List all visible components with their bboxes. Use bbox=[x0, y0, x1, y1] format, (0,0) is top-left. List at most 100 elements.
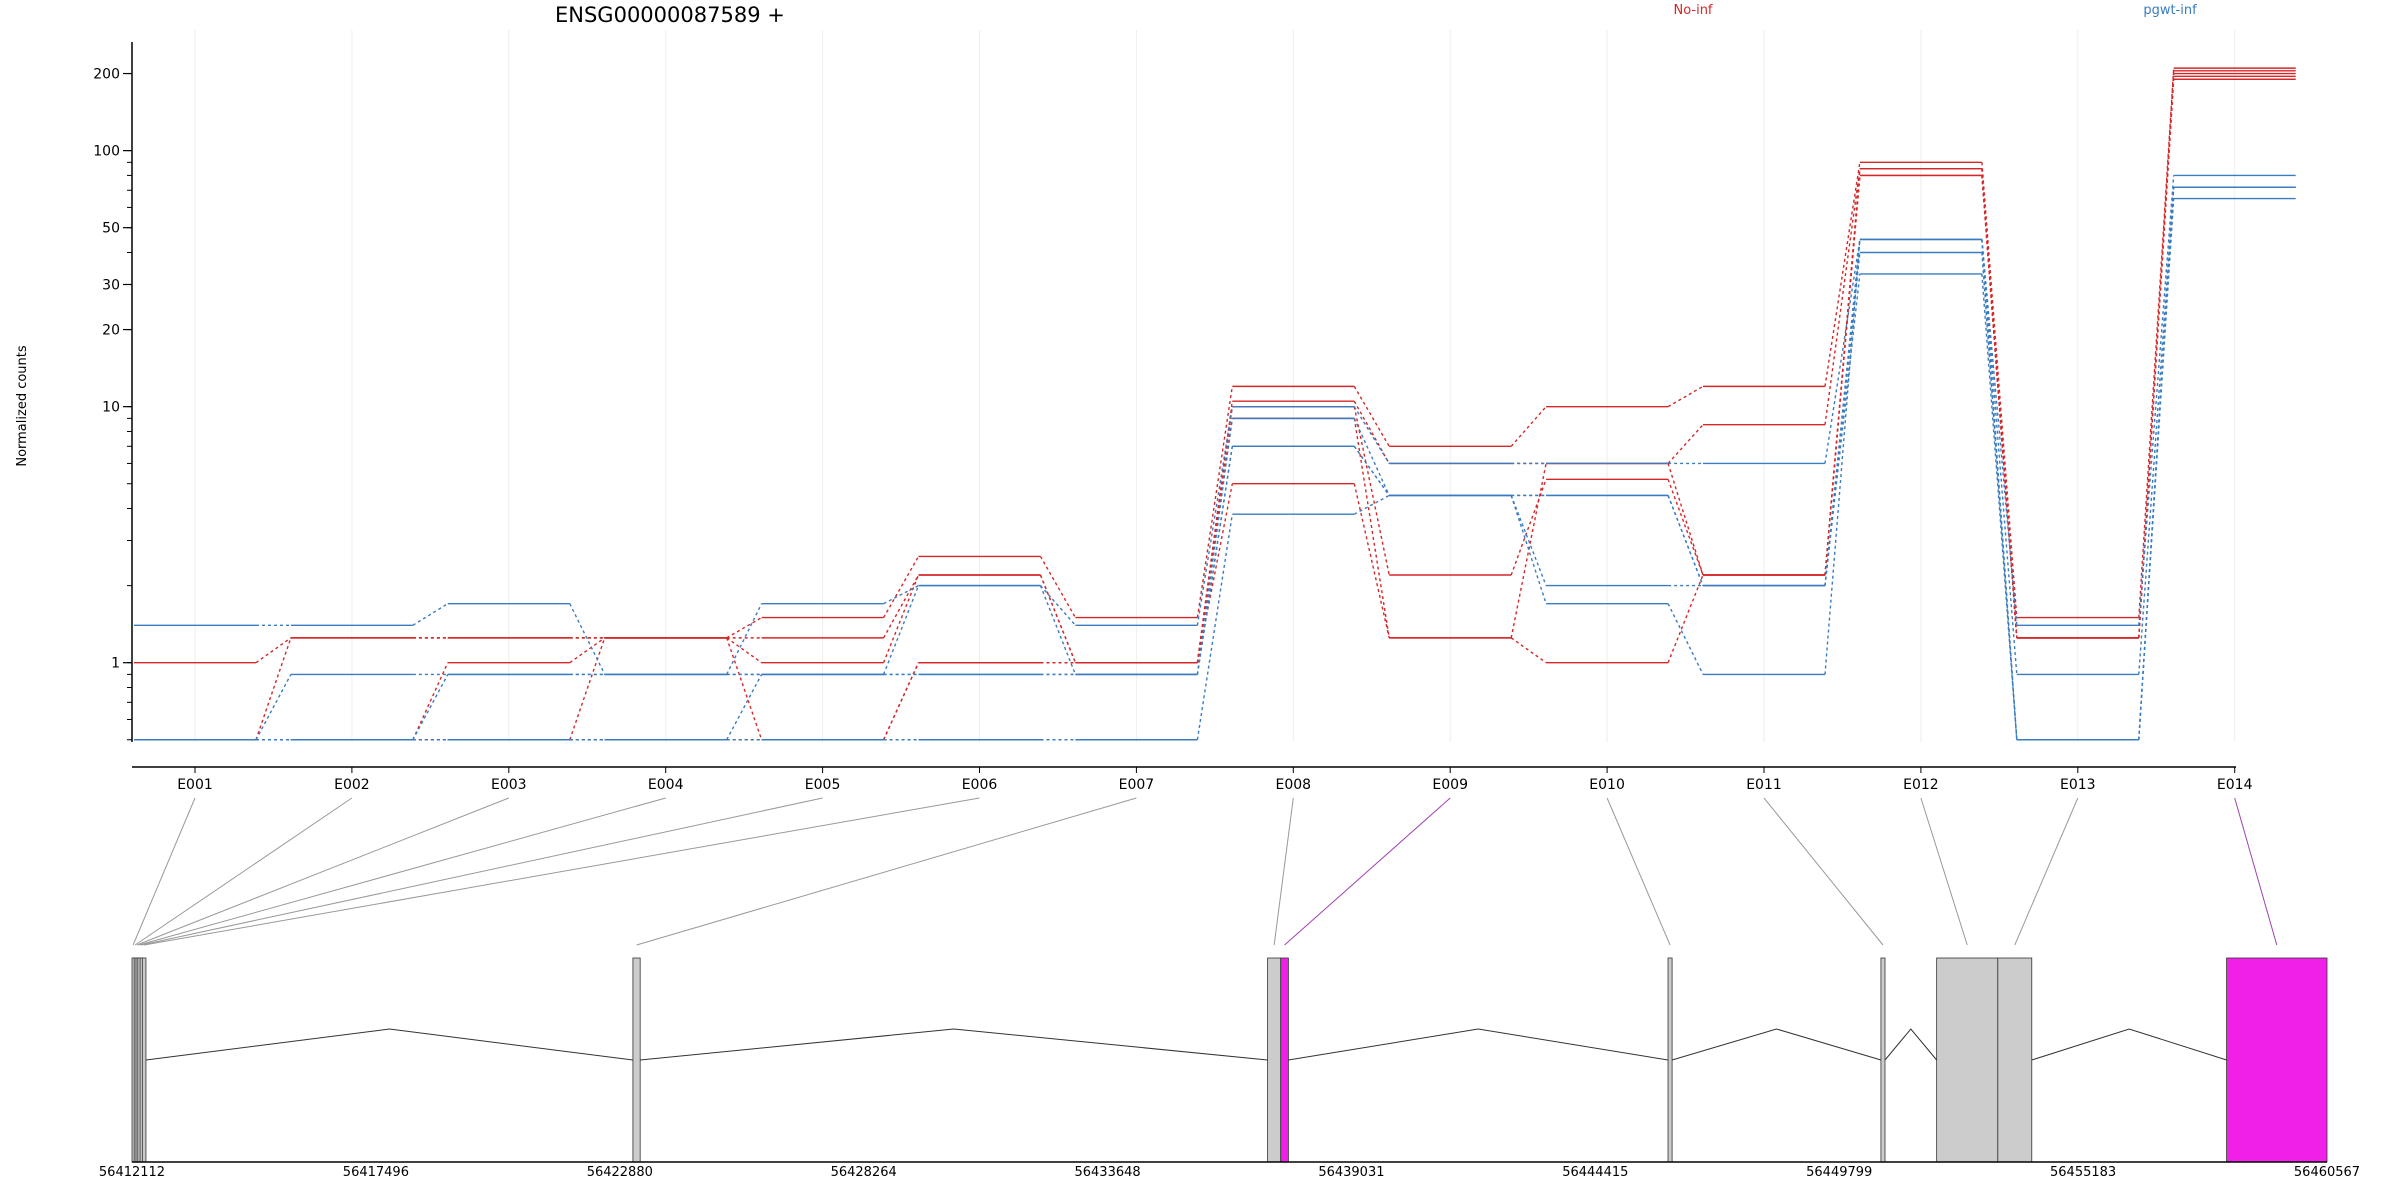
connector-e009 bbox=[1510, 479, 1547, 576]
connector-e004 bbox=[726, 603, 763, 675]
connector-e006 bbox=[1039, 574, 1077, 663]
exon-e014 bbox=[2226, 957, 2328, 1163]
exon-e010 bbox=[1667, 957, 1673, 1163]
x-tick-label-e004: E004 bbox=[648, 777, 684, 793]
exon-e009 bbox=[1280, 957, 1289, 1163]
coordinate-tick-label-7: 56449799 bbox=[1806, 1165, 1872, 1180]
exon-link-e006 bbox=[144, 797, 980, 946]
y-tick-label-100: 100 bbox=[93, 144, 120, 160]
exon-link-e001 bbox=[132, 797, 196, 946]
x-tick-label-e009: E009 bbox=[1432, 777, 1468, 793]
x-tick-label-e014: E014 bbox=[2217, 777, 2253, 793]
coordinate-tick-label-0: 56412112 bbox=[99, 1165, 165, 1180]
connector-e005 bbox=[883, 584, 919, 605]
connector-e013 bbox=[2138, 68, 2175, 618]
connector-e011 bbox=[1824, 239, 1861, 464]
y-tick-label-20: 20 bbox=[102, 323, 120, 339]
y-tick-label-30: 30 bbox=[102, 277, 120, 293]
y-axis: 1 10 20 30 50 100 200 bbox=[93, 42, 133, 742]
connector-e001 bbox=[255, 674, 292, 741]
connector-e003 bbox=[569, 637, 606, 664]
series-pgwt-inf-8 bbox=[134, 186, 2296, 741]
coordinate-tick-label-4: 56433648 bbox=[1074, 1165, 1140, 1180]
connector-e010 bbox=[1667, 424, 1704, 464]
connector-e011 bbox=[1824, 175, 1861, 576]
connector-e004 bbox=[726, 637, 763, 664]
connector-e011 bbox=[1824, 239, 1861, 586]
exon-e006 bbox=[141, 957, 147, 1163]
series-no-inf-2 bbox=[134, 72, 2296, 741]
legend-entry-no-inf: No-inf bbox=[1673, 3, 1712, 18]
connector-e005 bbox=[882, 662, 920, 741]
x-tick-label-e003: E003 bbox=[491, 777, 527, 793]
x-tick-label-e006: E006 bbox=[962, 777, 998, 793]
connector-e004 bbox=[726, 637, 763, 740]
connector-e012 bbox=[1981, 273, 2018, 740]
exon-e011 bbox=[1880, 957, 1886, 1163]
connector-e011 bbox=[1824, 239, 1861, 675]
exon-e007 bbox=[632, 957, 641, 1163]
coordinate-tick-label-5: 56439031 bbox=[1318, 1165, 1384, 1180]
coordinate-tick-label-3: 56428264 bbox=[831, 1165, 897, 1180]
y-tick-label-200: 200 bbox=[93, 67, 120, 83]
connector-e002 bbox=[412, 603, 449, 626]
x-axis: E001 E002 E003 E004 E005 E006 E007 E008 E009 E010… bbox=[132, 766, 2253, 793]
connector-e008 bbox=[1353, 418, 1390, 496]
exon-link-e010 bbox=[1606, 797, 1671, 946]
y-tick-label-50: 50 bbox=[102, 221, 120, 237]
exon-link-e008 bbox=[1273, 797, 1294, 946]
x-tick-label-e011: E011 bbox=[1746, 777, 1782, 793]
connector-e009 bbox=[1510, 637, 1547, 664]
connector-e003 bbox=[569, 603, 606, 675]
connector-e011 bbox=[1824, 162, 1861, 387]
x-gridlines bbox=[194, 30, 2236, 742]
intron-e010 bbox=[1671, 1028, 1882, 1061]
connector-e005 bbox=[882, 574, 920, 663]
connector-e012 bbox=[1981, 162, 2018, 618]
intron-e009 bbox=[1288, 1028, 1669, 1061]
connector-e008 bbox=[1353, 483, 1390, 639]
connector-e001 bbox=[255, 637, 292, 664]
connector-e004 bbox=[726, 616, 762, 639]
gene-model bbox=[131, 957, 2328, 1163]
exon-link-e012 bbox=[1920, 797, 1968, 946]
connector-e009 bbox=[1510, 495, 1547, 604]
x-tick-label-e012: E012 bbox=[1903, 777, 1939, 793]
intron-e011 bbox=[1884, 1028, 1938, 1061]
connector-e013 bbox=[2138, 198, 2175, 740]
connector-e008 bbox=[1353, 386, 1390, 447]
y-tick-label-1: 1 bbox=[111, 656, 120, 672]
connector-e010 bbox=[1667, 385, 1704, 408]
intron-e013 bbox=[2031, 1028, 2227, 1061]
x-tick-label-e005: E005 bbox=[805, 777, 841, 793]
exon-link-e002 bbox=[134, 797, 353, 946]
x-tick-label-e001: E001 bbox=[177, 777, 213, 793]
coordinate-tick-label-1: 56417496 bbox=[343, 1165, 409, 1180]
x-tick-label-e007: E007 bbox=[1119, 777, 1155, 793]
y-axis-label: Normalized counts bbox=[15, 345, 30, 467]
legend-entry-pgwt-inf: pgwt-inf bbox=[2143, 3, 2197, 18]
connector-e009 bbox=[1510, 495, 1547, 586]
intron-e007 bbox=[640, 1028, 1268, 1061]
connector-e002 bbox=[412, 674, 449, 741]
connector-e012 bbox=[1981, 175, 2018, 638]
series-pgwt-inf-5 bbox=[134, 174, 2296, 676]
connector-e011 bbox=[1824, 168, 1861, 425]
connector-e008 bbox=[1353, 406, 1390, 464]
exon-link-e009 bbox=[1284, 797, 1451, 946]
genomic-coordinate-axis: 56412112 56417496 56422880 56428264 56433648… bbox=[99, 1161, 2360, 1180]
connector-e008 bbox=[1353, 406, 1390, 576]
connector-e008 bbox=[1353, 494, 1390, 515]
connector-e010 bbox=[1667, 463, 1704, 576]
exon-link-e013 bbox=[2014, 797, 2079, 946]
exon-e012 bbox=[1936, 957, 1999, 1163]
exon-link-e004 bbox=[138, 797, 666, 946]
exon-link-e014 bbox=[2234, 797, 2278, 946]
connector-e012 bbox=[1981, 239, 2018, 626]
coordinate-tick-label-9: 56460567 bbox=[2294, 1165, 2360, 1180]
connector-e007 bbox=[1196, 483, 1233, 663]
connector-e009 bbox=[1510, 463, 1547, 639]
exon-link-e007 bbox=[636, 797, 1137, 946]
